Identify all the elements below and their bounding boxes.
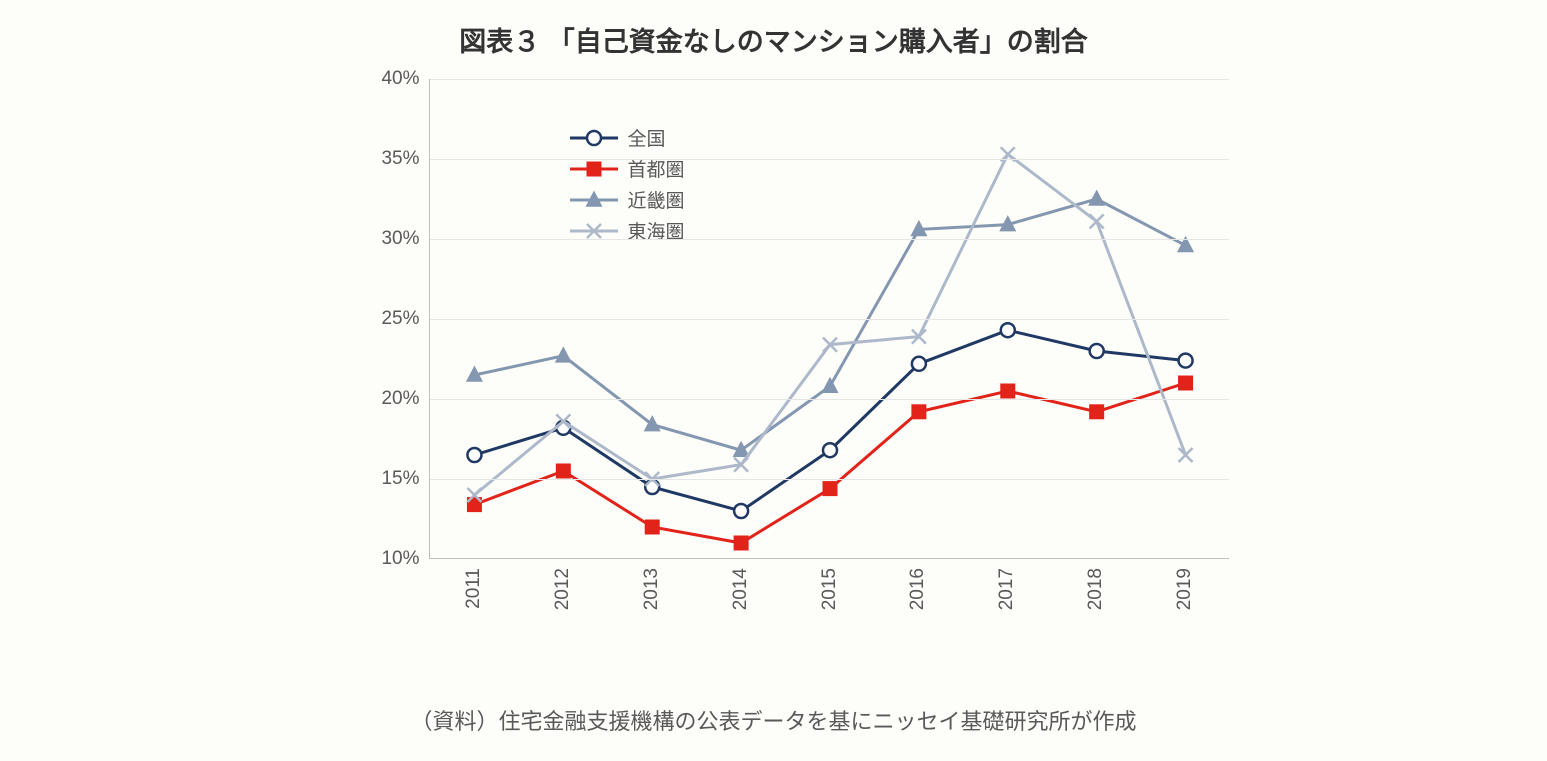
x-tick-label: 2012	[552, 568, 574, 610]
series-marker	[1000, 384, 1014, 398]
series-marker	[823, 482, 837, 496]
legend-swatch	[570, 221, 618, 241]
legend-swatch	[570, 190, 618, 210]
series-marker	[1088, 191, 1103, 206]
legend-label: 全国	[628, 124, 666, 151]
legend-swatch	[570, 159, 618, 179]
chart-title: 図表３ 「自己資金なしのマンション購入者」の割合	[249, 20, 1299, 59]
series-marker	[911, 405, 925, 419]
series-marker	[645, 480, 659, 494]
legend-item: 全国	[570, 124, 685, 151]
series-marker	[1089, 214, 1103, 228]
y-tick-label: 25%	[381, 308, 419, 330]
series-marker	[1178, 354, 1192, 368]
y-tick-label: 35%	[381, 148, 419, 170]
series-marker	[911, 357, 925, 371]
series-line	[474, 383, 1185, 543]
x-tick-label: 2017	[996, 568, 1018, 610]
series-marker	[734, 504, 748, 518]
x-tick-label: 2014	[730, 568, 752, 610]
series-marker	[645, 520, 659, 534]
legend-item: 近畿圏	[570, 186, 685, 213]
y-tick-label: 15%	[381, 468, 419, 490]
gridline	[430, 159, 1229, 160]
plot-area: 全国首都圏近畿圏東海圏 10%15%20%25%30%35%40%2011201…	[429, 79, 1229, 559]
x-tick-label: 2011	[463, 568, 485, 609]
y-tick-label: 20%	[381, 388, 419, 410]
series-marker	[1000, 323, 1014, 337]
legend-swatch	[570, 128, 618, 148]
gridline	[430, 479, 1229, 480]
chart-container: 図表３ 「自己資金なしのマンション購入者」の割合 全国首都圏近畿圏東海圏 10%…	[249, 20, 1299, 736]
x-tick-label: 2018	[1085, 568, 1107, 610]
gridline	[430, 319, 1229, 320]
series-marker	[1178, 376, 1192, 390]
x-tick-label: 2016	[907, 568, 929, 610]
x-tick-label: 2019	[1174, 568, 1196, 610]
y-tick-label: 10%	[381, 548, 419, 570]
series-marker	[1178, 448, 1192, 462]
source-note: （資料）住宅金融支援機構の公表データを基にニッセイ基礎研究所が作成	[249, 704, 1299, 736]
series-marker	[555, 347, 570, 362]
legend: 全国首都圏近畿圏東海圏	[560, 114, 695, 254]
plot-wrap: 全国首都圏近畿圏東海圏 10%15%20%25%30%35%40%2011201…	[369, 79, 1249, 599]
series-marker	[823, 443, 837, 457]
gridline	[430, 399, 1229, 400]
series-marker	[1089, 405, 1103, 419]
series-marker	[467, 448, 481, 462]
gridline	[430, 79, 1229, 80]
series-marker	[734, 536, 748, 550]
series-marker	[822, 378, 837, 393]
x-tick-label: 2013	[641, 568, 663, 610]
y-tick-label: 40%	[381, 68, 419, 90]
legend-label: 近畿圏	[628, 186, 685, 213]
gridline	[430, 239, 1229, 240]
series-marker	[644, 416, 659, 431]
y-tick-label: 30%	[381, 228, 419, 250]
x-tick-label: 2015	[819, 568, 841, 610]
series-marker	[1089, 344, 1103, 358]
series-marker	[556, 464, 570, 478]
